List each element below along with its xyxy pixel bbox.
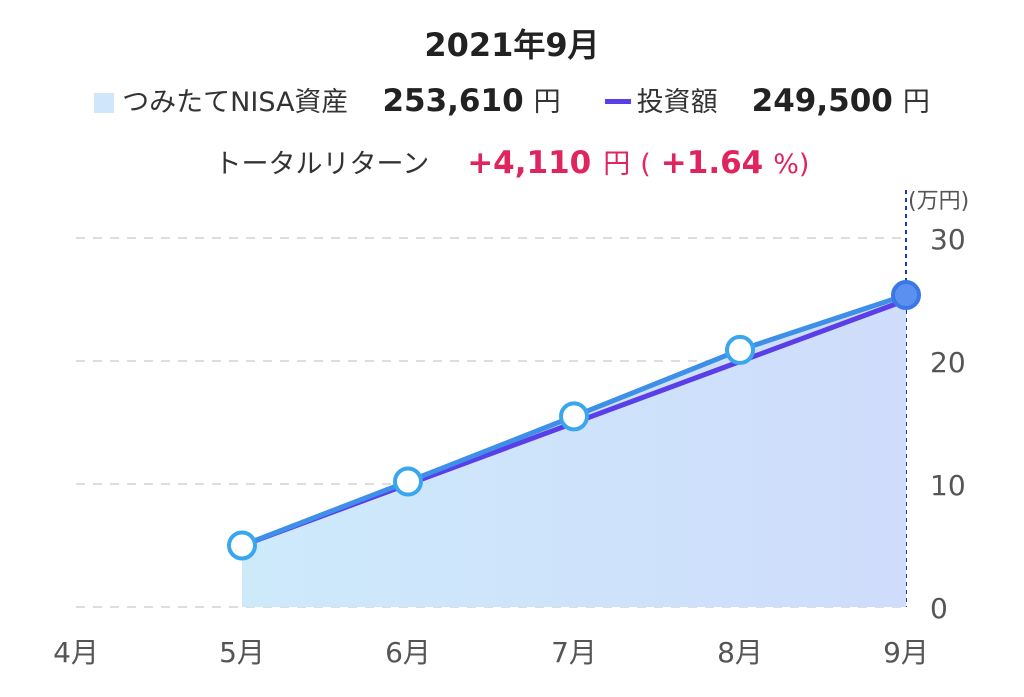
- y-tick-label-20: 20: [930, 346, 966, 379]
- asset-point-8月: [725, 334, 755, 365]
- total-return-unit: 円: [603, 149, 631, 180]
- asset-point-5月: [227, 530, 257, 561]
- asset-area-fill: [242, 295, 906, 607]
- asset-point-9月-selected: [891, 280, 921, 311]
- total-return-open-paren: (: [640, 149, 651, 180]
- legend-unit-nisa-assets: 円: [533, 87, 561, 118]
- x-tick-label-6月: 6月: [385, 636, 431, 669]
- x-tick-label-9月: 9月: [883, 636, 929, 669]
- legend: つみたてNISA資産 253,610 円 投資額 249,500 円: [0, 80, 1024, 119]
- y-tick-label-10: 10: [930, 469, 966, 502]
- x-tick-label-5月: 5月: [219, 636, 265, 669]
- chart-title: 2021年9月: [424, 26, 600, 64]
- x-tick-label-4月: 4月: [53, 636, 99, 669]
- y-unit-label: (万円): [908, 189, 969, 214]
- y-tick-label-0: 0: [930, 592, 948, 625]
- asset-point-7月: [559, 401, 589, 432]
- total-return-amount: +4,110: [467, 145, 592, 181]
- legend-swatch-line: [604, 99, 631, 104]
- total-return-percent-unit: %): [773, 149, 810, 180]
- total-return: トータルリターン +4,110 円 ( +1.64 %): [0, 142, 1024, 181]
- total-return-label: トータルリターン: [214, 149, 430, 180]
- legend-label-investment: 投資額: [636, 87, 718, 118]
- legend-item-investment: 投資額 249,500 円: [604, 80, 930, 119]
- total-return-percent: +1.64: [660, 145, 764, 181]
- legend-swatch-area: [94, 93, 115, 113]
- legend-value-investment: 249,500: [751, 83, 893, 119]
- y-tick-label-30: 30: [930, 223, 966, 256]
- asset-point-6月: [393, 466, 423, 497]
- x-tick-label-8月: 8月: [717, 636, 763, 669]
- legend-item-nisa-assets: つみたてNISA資産 253,610 円: [94, 80, 561, 119]
- legend-unit-investment: 円: [902, 87, 930, 118]
- legend-value-nisa-assets: 253,610: [382, 83, 524, 119]
- x-tick-label-7月: 7月: [551, 636, 597, 669]
- legend-label-nisa-assets: つみたてNISA資産: [122, 87, 349, 118]
